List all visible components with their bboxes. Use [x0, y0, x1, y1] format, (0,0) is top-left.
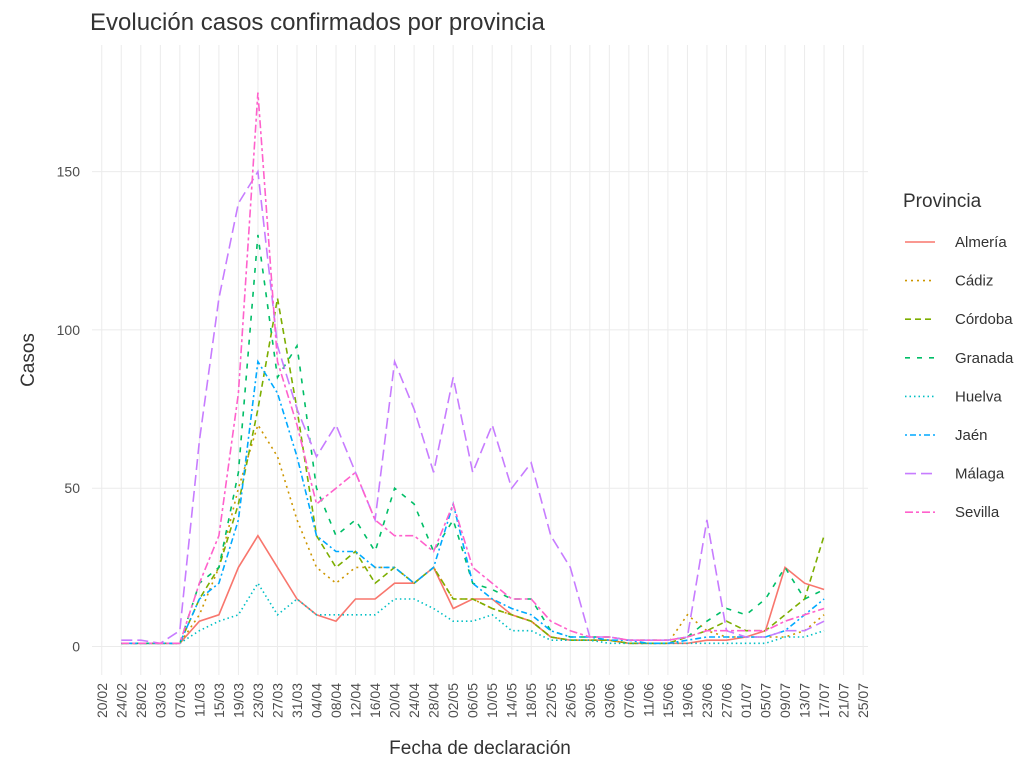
x-tick-label: 17/07: [816, 683, 832, 718]
y-tick-label: 0: [72, 639, 80, 655]
x-tick-label: 16/04: [367, 683, 383, 718]
x-tick-label: 26/05: [562, 683, 578, 718]
legend-title: Provincia: [903, 191, 982, 212]
x-tick-label: 19/03: [230, 683, 246, 718]
legend-label: Sevilla: [955, 504, 1000, 521]
x-tick-label: 07/03: [172, 683, 188, 718]
x-tick-label: 19/06: [679, 683, 695, 718]
x-tick-label: 08/04: [328, 683, 344, 718]
series-line: [121, 169, 825, 645]
x-tick-label: 28/02: [133, 683, 149, 718]
x-tick-label: 20/04: [387, 683, 403, 718]
x-tick-label: 30/05: [582, 683, 598, 718]
x-tick-label: 07/06: [621, 683, 637, 718]
x-tick-label: 24/02: [113, 683, 129, 718]
x-tick-label: 14/05: [504, 683, 520, 718]
x-tick-label: 21/07: [836, 683, 852, 718]
y-tick-label: 50: [64, 480, 80, 496]
y-tick-label: 100: [57, 322, 81, 338]
x-tick-label: 03/03: [152, 683, 168, 718]
x-tick-label: 15/06: [660, 683, 676, 718]
legend-label: Málaga: [955, 466, 1005, 483]
x-tick-label: 18/05: [523, 683, 539, 718]
x-tick-label: 11/06: [640, 683, 656, 717]
x-tick-label: 05/07: [758, 683, 774, 718]
x-tick-label: 02/05: [445, 683, 461, 718]
legend-label: Cádiz: [955, 273, 993, 290]
y-axis-label: Casos: [18, 333, 39, 387]
x-tick-label: 28/04: [426, 683, 442, 718]
legend-label: Almería: [955, 234, 1007, 251]
legend-label: Córdoba: [955, 311, 1013, 328]
x-tick-label: 10/05: [484, 683, 500, 718]
legend-label: Jaén: [955, 427, 988, 444]
legend-label: Granada: [955, 350, 1014, 367]
x-tick-label: 25/07: [855, 683, 871, 718]
chart-title: Evolución casos confirmados por provinci…: [90, 9, 546, 36]
series-line: [121, 234, 825, 645]
x-tick-label: 22/05: [543, 683, 559, 718]
x-tick-label: 23/03: [250, 683, 266, 718]
x-tick-label: 27/06: [718, 683, 734, 718]
x-tick-label: 03/06: [601, 683, 617, 718]
x-tick-label: 15/03: [211, 683, 227, 718]
series-line: [121, 298, 825, 645]
series-line: [121, 92, 825, 645]
x-tick-label: 04/04: [309, 683, 325, 718]
x-tick-label: 24/04: [406, 683, 422, 718]
x-tick-label: 13/07: [797, 683, 813, 718]
x-tick-label: 12/04: [348, 683, 364, 718]
x-tick-label: 09/07: [777, 683, 793, 718]
x-tick-label: 20/02: [94, 683, 110, 718]
x-tick-label: 31/03: [289, 683, 305, 718]
x-tick-label: 27/03: [269, 683, 285, 718]
y-tick-label: 150: [57, 164, 81, 180]
x-tick-label: 06/05: [465, 683, 481, 718]
x-tick-label: 01/07: [738, 683, 754, 718]
x-axis-label: Fecha de declaración: [389, 738, 571, 759]
x-tick-label: 11/03: [191, 683, 207, 717]
legend-label: Huelva: [955, 388, 1002, 405]
x-tick-label: 23/06: [699, 683, 715, 718]
